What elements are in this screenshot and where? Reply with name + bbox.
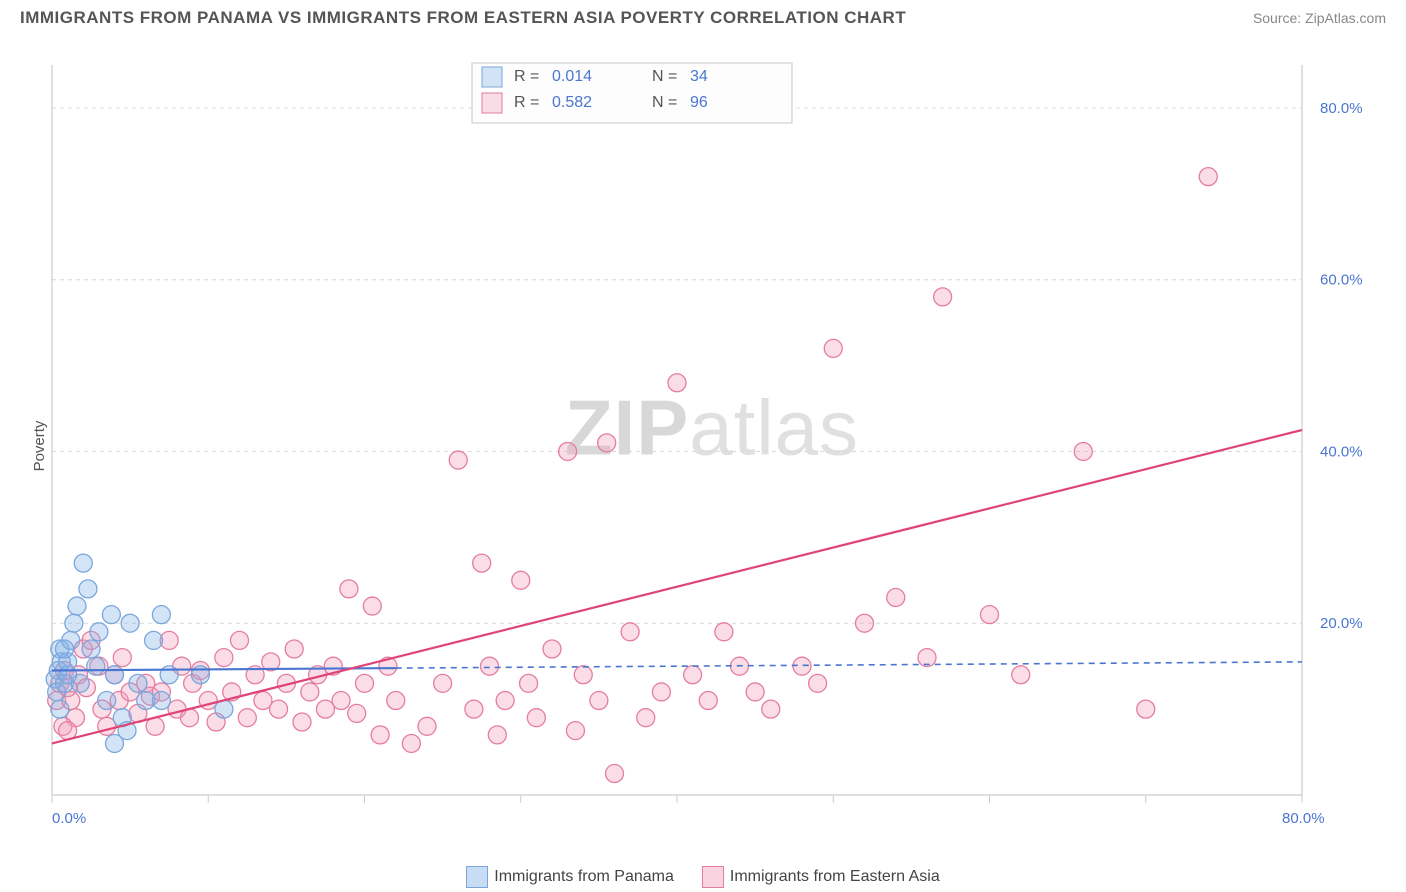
legend-label: Immigrants from Panama xyxy=(494,868,674,886)
svg-text:0.014: 0.014 xyxy=(552,68,592,85)
series-legend: Immigrants from Panama Immigrants from Ea… xyxy=(0,866,1406,888)
svg-text:96: 96 xyxy=(690,94,708,111)
svg-text:60.0%: 60.0% xyxy=(1320,272,1363,289)
svg-text:N =: N = xyxy=(652,68,677,85)
legend-swatch xyxy=(702,866,724,888)
legend-swatch xyxy=(466,866,488,888)
svg-text:20.0%: 20.0% xyxy=(1320,615,1363,632)
svg-text:80.0%: 80.0% xyxy=(1320,100,1363,117)
svg-text:N =: N = xyxy=(652,94,677,111)
svg-text:R =: R = xyxy=(514,68,539,85)
source-label: Source: ZipAtlas.com xyxy=(1253,10,1386,26)
svg-text:80.0%: 80.0% xyxy=(1282,810,1325,827)
chart-container: ZIPatlas 20.0%40.0%60.0%80.0%0.0%80.0%R … xyxy=(42,55,1382,833)
legend-label: Immigrants from Eastern Asia xyxy=(730,868,940,886)
scatter-plot: 20.0% 40.0% 60.0% 80.0% 0.0% 80.0% R = 0.014 N =… xyxy=(42,55,1382,833)
svg-text:0.582: 0.582 xyxy=(552,94,592,111)
legend-item: Immigrants from Eastern Asia xyxy=(702,866,940,888)
svg-text:40.0%: 40.0% xyxy=(1320,443,1363,460)
svg-text:R =: R = xyxy=(514,94,539,111)
chart-title: IMMIGRANTS FROM PANAMA VS IMMIGRANTS FRO… xyxy=(20,8,906,28)
svg-text:0.0%: 0.0% xyxy=(52,810,86,827)
legend-item: Immigrants from Panama xyxy=(466,866,674,888)
svg-text:34: 34 xyxy=(690,68,708,85)
